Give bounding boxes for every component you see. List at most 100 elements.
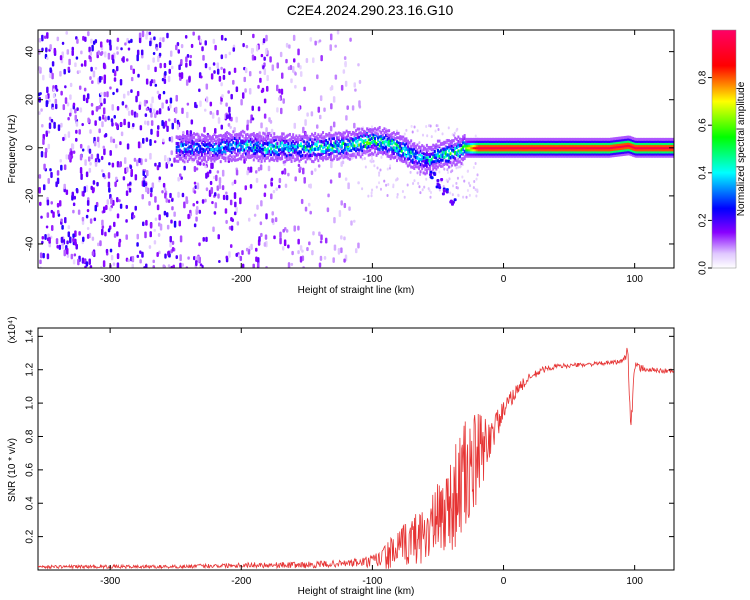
spectrogram-ridge-cell (655, 146, 658, 150)
spectrogram-ridge-cell (438, 139, 441, 143)
spectrogram-ridge-cell (490, 152, 493, 156)
spectrogram-noise-cell (279, 51, 283, 58)
spectrogram-ridge-cell (633, 154, 636, 158)
spectrogram-ridge-cell (633, 148, 636, 152)
colorbar-label: Normalized spectral amplitude (736, 81, 747, 216)
spectrogram-ridge-cell (334, 155, 337, 159)
spectrogram-noise-cell (59, 70, 62, 77)
spectrogram-ridge-cell (443, 151, 446, 155)
spectrogram-noise-cell (370, 154, 373, 158)
spectrogram-ridge-cell (460, 148, 463, 152)
spectrogram-ridge-cell (474, 152, 477, 156)
spectrogram-ridge-cell (320, 133, 323, 137)
spectrogram-ridge-cell (277, 136, 280, 140)
spectrogram-ridge-cell (654, 144, 657, 148)
spectrogram-ridge-cell (509, 150, 512, 154)
spectrogram-noise-cell (389, 164, 392, 168)
spectrogram-ridge-cell (427, 148, 430, 152)
snr-y-tick-label: 0.6 (25, 462, 36, 476)
spectrogram-noise-cell (151, 96, 154, 104)
spectrogram-ridge-cell (226, 146, 229, 150)
spectrogram-ridge-cell (288, 132, 291, 136)
spectrogram-ridge-cell (260, 137, 263, 141)
spectrogram-ridge-cell (619, 138, 622, 142)
spectrogram-noise-cell (53, 121, 56, 129)
spectrogram-noise-cell (107, 172, 111, 179)
spectrogram-ridge-cell (238, 133, 241, 137)
spectrogram-ridge-cell (419, 170, 422, 174)
spectrogram-noise-cell (297, 225, 300, 231)
spectrogram-ridge-cell (356, 127, 359, 131)
spectrogram-ridge-cell (193, 135, 196, 139)
spectrogram-ridge-cell (649, 154, 652, 158)
spectrogram-ridge-cell (257, 140, 260, 144)
spectrogram-ridge-cell (523, 144, 526, 148)
spectrogram-ridge-cell (394, 133, 397, 137)
spectrogram-ridge-cell (408, 152, 411, 156)
spectrogram-ridge-cell (462, 141, 465, 145)
spectrogram-ridge-cell (265, 156, 268, 160)
spectrogram-noise-cell (273, 267, 275, 268)
spectrogram-ridge-cell (603, 142, 606, 146)
spectrogram-ridge-cell (358, 148, 361, 152)
spectrogram-ridge-cell (373, 141, 376, 145)
spectrogram-ridge-cell (224, 145, 227, 149)
spectrogram-noise-cell (103, 91, 107, 98)
spectrogram-ridge-cell (425, 165, 428, 169)
spectrogram-ridge-cell (204, 144, 207, 148)
spectrogram-ridge-cell (318, 147, 321, 151)
spectrogram-ridge-cell (375, 132, 378, 136)
spectrogram-noise-cell (88, 46, 91, 53)
spectrogram-ridge-cell (238, 142, 241, 146)
spectrogram-noise-cell (214, 202, 218, 209)
spectrogram-ridge-cell (465, 142, 468, 146)
spectrogram-noise-cell (72, 150, 76, 154)
spectrogram-noise-cell (116, 197, 119, 203)
spectrogram-ridge-cell (468, 137, 471, 141)
spectrogram-ridge-cell (550, 144, 553, 148)
spectrogram-ridge-cell (536, 152, 539, 156)
spectrogram-noise-cell (299, 256, 303, 263)
spectrogram-ridge-cell (643, 137, 646, 141)
spectrogram-ridge-cell (643, 139, 646, 143)
spectrogram-ridge-cell (375, 153, 378, 157)
spectrogram-branch-cell (449, 199, 453, 203)
spectrogram-branch-cell (445, 188, 449, 192)
spectrogram-ridge-cell (580, 142, 583, 146)
spectrogram-ridge-cell (277, 153, 280, 157)
spectrogram-ridge-cell (196, 153, 199, 157)
spectrogram-noise-cell (294, 84, 297, 89)
spectrogram-ridge-cell (471, 144, 474, 148)
spectrogram-ridge-cell (233, 133, 236, 137)
spectrogram-ridge-cell (457, 143, 460, 147)
spectrogram-noise-cell (94, 39, 98, 44)
spectrogram-noise-cell (342, 69, 346, 74)
spectrogram-ridge-cell (570, 142, 573, 146)
spectrogram-ridge-cell (451, 144, 454, 148)
spectrogram-ridge-cell (309, 138, 312, 142)
spectrogram-noise-cell (140, 49, 144, 56)
spectrogram-ridge-cell (447, 149, 450, 153)
spectrogram-ridge-cell (537, 144, 540, 148)
spectrogram-ridge-cell (377, 127, 380, 131)
spectrogram-ridge-cell (279, 151, 282, 155)
spectrogram-ridge-cell (614, 149, 617, 153)
spectrogram-ridge-cell (367, 134, 370, 138)
spectrogram-ridge-cell (501, 146, 504, 150)
spectrogram-ridge-cell (460, 161, 463, 165)
spectrogram-ridge-cell (326, 157, 329, 161)
spectrogram-noise-cell (289, 65, 293, 71)
spectrogram-ridge-cell (314, 147, 317, 151)
spectrogram-ridge-cell (367, 129, 370, 133)
spectrogram-ridge-cell (476, 137, 479, 141)
spectrogram-noise-cell (351, 105, 355, 111)
spectrogram-ridge-cell (268, 159, 271, 163)
spectrogram-noise-cell (127, 47, 131, 51)
spectrogram-ridge-cell (619, 149, 622, 153)
spectrogram-noise-cell (157, 233, 161, 237)
spectrogram-noise-cell (111, 162, 115, 168)
spectrogram-ridge-cell (532, 154, 535, 158)
spectrogram-noise-cell (361, 157, 364, 161)
spectrogram-noise-cell (263, 192, 267, 198)
spectrogram-noise-cell (379, 168, 382, 172)
